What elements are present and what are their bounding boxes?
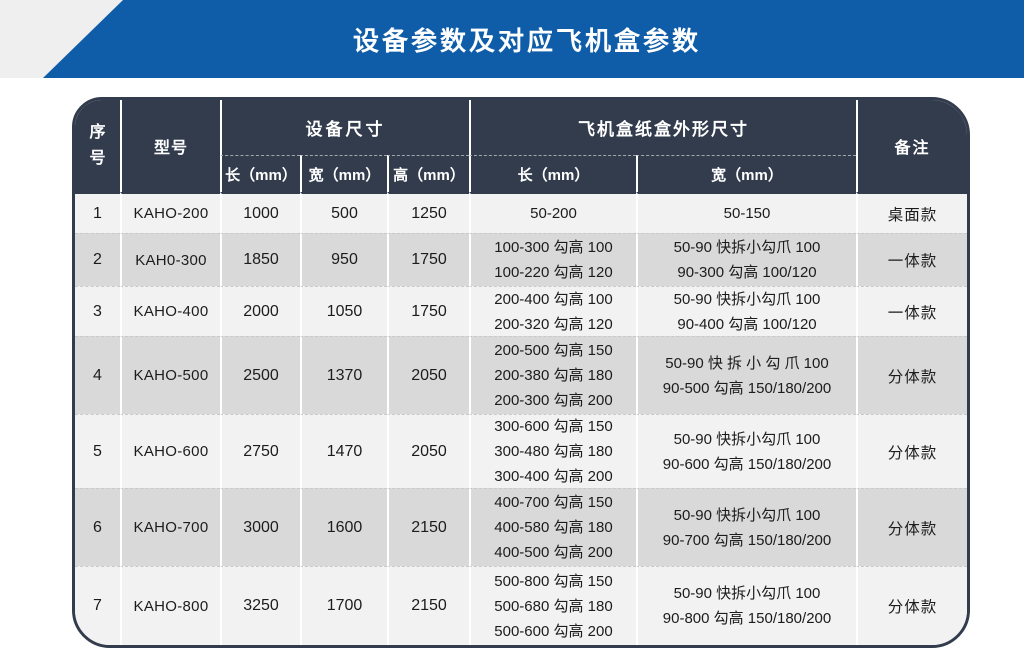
cell-box-length: 200-400 勾高 100 200-320 勾高 120 (469, 286, 636, 336)
column-header-box-width: 宽（mm） (636, 155, 856, 192)
cell-device-height: 1250 (387, 192, 469, 233)
cell-remark: 一体款 (856, 286, 967, 336)
cell-remark: 分体款 (856, 336, 967, 414)
banner-blue-shape (43, 0, 1024, 78)
cell-box-length: 200-500 勾高 150 200-380 勾高 180 200-300 勾高… (469, 336, 636, 414)
cell-model: KAHO-400 (120, 286, 220, 336)
spec-table: 序号 型号 设备尺寸 飞机盒纸盒外形尺寸 备注 长（mm） 宽（mm） 高（mm… (72, 97, 970, 648)
cell-device-length: 3000 (220, 488, 300, 566)
cell-box-length: 400-700 勾高 150 400-580 勾高 180 400-500 勾高… (469, 488, 636, 566)
cell-device-height: 2050 (387, 336, 469, 414)
cell-device-height: 1750 (387, 233, 469, 286)
cell-remark: 分体款 (856, 566, 967, 645)
cell-device-width: 1600 (300, 488, 387, 566)
cell-box-width: 50-90 快 拆 小 勾 爪 100 90-500 勾高 150/180/20… (636, 336, 856, 414)
cell-device-height: 2150 (387, 566, 469, 645)
cell-device-height: 2150 (387, 488, 469, 566)
cell-device-height: 2050 (387, 414, 469, 488)
header-banner: 设备参数及对应飞机盒参数 (0, 0, 1024, 80)
cell-box-width: 50-90 快拆小勾爪 100 90-300 勾高 100/120 (636, 233, 856, 286)
cell-device-width: 500 (300, 192, 387, 233)
cell-remark: 分体款 (856, 488, 967, 566)
cell-box-length: 300-600 勾高 150 300-480 勾高 180 300-400 勾高… (469, 414, 636, 488)
cell-box-width: 50-90 快拆小勾爪 100 90-400 勾高 100/120 (636, 286, 856, 336)
cell-seq: 4 (75, 336, 120, 414)
cell-device-width: 950 (300, 233, 387, 286)
cell-seq: 1 (75, 192, 120, 233)
column-group-device-size: 设备尺寸 (220, 100, 469, 155)
cell-model: KAH0-300 (120, 233, 220, 286)
spec-table-grid: 序号 型号 设备尺寸 飞机盒纸盒外形尺寸 备注 长（mm） 宽（mm） 高（mm… (75, 100, 967, 645)
cell-seq: 6 (75, 488, 120, 566)
page-title: 设备参数及对应飞机盒参数 (352, 25, 701, 56)
cell-model: KAHO-200 (120, 192, 220, 233)
cell-box-width: 50-90 快拆小勾爪 100 90-800 勾高 150/180/200 (636, 566, 856, 645)
cell-remark: 一体款 (856, 233, 967, 286)
cell-model: KAHO-800 (120, 566, 220, 645)
cell-device-length: 2000 (220, 286, 300, 336)
column-header-device-length: 长（mm） (220, 155, 300, 192)
column-header-model: 型号 (120, 100, 220, 192)
cell-device-width: 1370 (300, 336, 387, 414)
cell-box-width: 50-90 快拆小勾爪 100 90-700 勾高 150/180/200 (636, 488, 856, 566)
cell-remark: 桌面款 (856, 192, 967, 233)
cell-device-width: 1700 (300, 566, 387, 645)
cell-device-length: 2750 (220, 414, 300, 488)
column-group-box-size: 飞机盒纸盒外形尺寸 (469, 100, 856, 155)
column-header-seq: 序号 (75, 100, 120, 192)
cell-device-width: 1050 (300, 286, 387, 336)
column-header-box-length: 长（mm） (469, 155, 636, 192)
cell-device-length: 1850 (220, 233, 300, 286)
cell-box-width: 50-150 (636, 192, 856, 233)
cell-model: KAHO-700 (120, 488, 220, 566)
cell-device-width: 1470 (300, 414, 387, 488)
cell-device-length: 3250 (220, 566, 300, 645)
cell-seq: 7 (75, 566, 120, 645)
cell-remark: 分体款 (856, 414, 967, 488)
cell-seq: 3 (75, 286, 120, 336)
column-header-device-height: 高（mm） (387, 155, 469, 192)
cell-box-width: 50-90 快拆小勾爪 100 90-600 勾高 150/180/200 (636, 414, 856, 488)
cell-device-length: 2500 (220, 336, 300, 414)
cell-seq: 5 (75, 414, 120, 488)
cell-device-length: 1000 (220, 192, 300, 233)
column-header-remark: 备注 (856, 100, 967, 192)
cell-seq: 2 (75, 233, 120, 286)
cell-device-height: 1750 (387, 286, 469, 336)
cell-model: KAHO-600 (120, 414, 220, 488)
cell-box-length: 50-200 (469, 192, 636, 233)
cell-model: KAHO-500 (120, 336, 220, 414)
column-header-device-width: 宽（mm） (300, 155, 387, 192)
cell-box-length: 500-800 勾高 150 500-680 勾高 180 500-600 勾高… (469, 566, 636, 645)
cell-box-length: 100-300 勾高 100 100-220 勾高 120 (469, 233, 636, 286)
